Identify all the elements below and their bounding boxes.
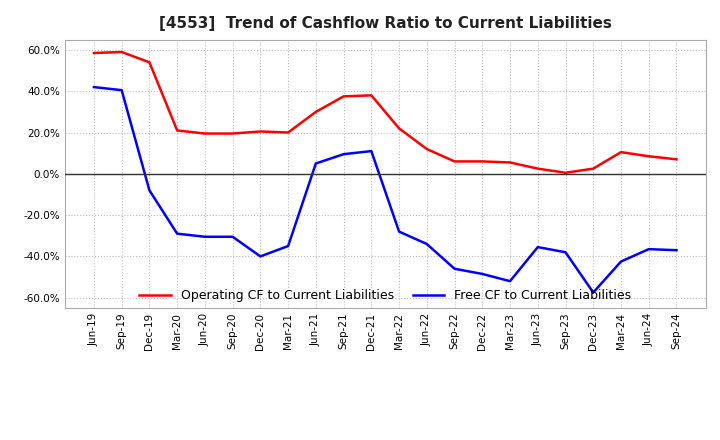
Free CF to Current Liabilities bbox=[145, 188, 154, 193]
Free CF to Current Liabilities bbox=[505, 279, 514, 284]
Operating CF to Current Liabilities bbox=[228, 131, 237, 136]
Free CF to Current Liabilities bbox=[616, 259, 625, 264]
Operating CF to Current Liabilities bbox=[561, 170, 570, 176]
Free CF to Current Liabilities bbox=[561, 249, 570, 255]
Operating CF to Current Liabilities bbox=[672, 157, 681, 162]
Free CF to Current Liabilities bbox=[228, 234, 237, 239]
Operating CF to Current Liabilities bbox=[534, 166, 542, 171]
Free CF to Current Liabilities bbox=[395, 229, 403, 234]
Operating CF to Current Liabilities bbox=[367, 93, 376, 98]
Line: Operating CF to Current Liabilities: Operating CF to Current Liabilities bbox=[94, 52, 677, 173]
Operating CF to Current Liabilities bbox=[616, 150, 625, 155]
Free CF to Current Liabilities bbox=[312, 161, 320, 166]
Operating CF to Current Liabilities bbox=[423, 147, 431, 152]
Operating CF to Current Liabilities bbox=[256, 129, 265, 134]
Free CF to Current Liabilities bbox=[284, 243, 292, 249]
Operating CF to Current Liabilities bbox=[505, 160, 514, 165]
Operating CF to Current Liabilities bbox=[395, 126, 403, 131]
Operating CF to Current Liabilities bbox=[201, 131, 210, 136]
Operating CF to Current Liabilities bbox=[478, 159, 487, 164]
Operating CF to Current Liabilities bbox=[145, 60, 154, 65]
Operating CF to Current Liabilities bbox=[644, 154, 653, 159]
Free CF to Current Liabilities bbox=[589, 290, 598, 295]
Free CF to Current Liabilities bbox=[173, 231, 181, 236]
Free CF to Current Liabilities bbox=[256, 254, 265, 259]
Free CF to Current Liabilities bbox=[478, 271, 487, 277]
Free CF to Current Liabilities bbox=[672, 248, 681, 253]
Free CF to Current Liabilities bbox=[450, 266, 459, 271]
Free CF to Current Liabilities bbox=[367, 148, 376, 154]
Line: Free CF to Current Liabilities: Free CF to Current Liabilities bbox=[94, 87, 677, 293]
Operating CF to Current Liabilities bbox=[450, 159, 459, 164]
Operating CF to Current Liabilities bbox=[589, 166, 598, 171]
Free CF to Current Liabilities bbox=[201, 234, 210, 239]
Operating CF to Current Liabilities bbox=[284, 130, 292, 135]
Free CF to Current Liabilities bbox=[339, 151, 348, 157]
Free CF to Current Liabilities bbox=[89, 84, 98, 90]
Free CF to Current Liabilities bbox=[423, 242, 431, 247]
Operating CF to Current Liabilities bbox=[117, 49, 126, 55]
Operating CF to Current Liabilities bbox=[339, 94, 348, 99]
Free CF to Current Liabilities bbox=[117, 88, 126, 93]
Operating CF to Current Liabilities bbox=[312, 109, 320, 114]
Free CF to Current Liabilities bbox=[644, 246, 653, 252]
Operating CF to Current Liabilities bbox=[173, 128, 181, 133]
Legend: Operating CF to Current Liabilities, Free CF to Current Liabilities: Operating CF to Current Liabilities, Fre… bbox=[135, 284, 636, 307]
Operating CF to Current Liabilities bbox=[89, 50, 98, 55]
Free CF to Current Liabilities bbox=[534, 245, 542, 250]
Title: [4553]  Trend of Cashflow Ratio to Current Liabilities: [4553] Trend of Cashflow Ratio to Curren… bbox=[159, 16, 611, 32]
